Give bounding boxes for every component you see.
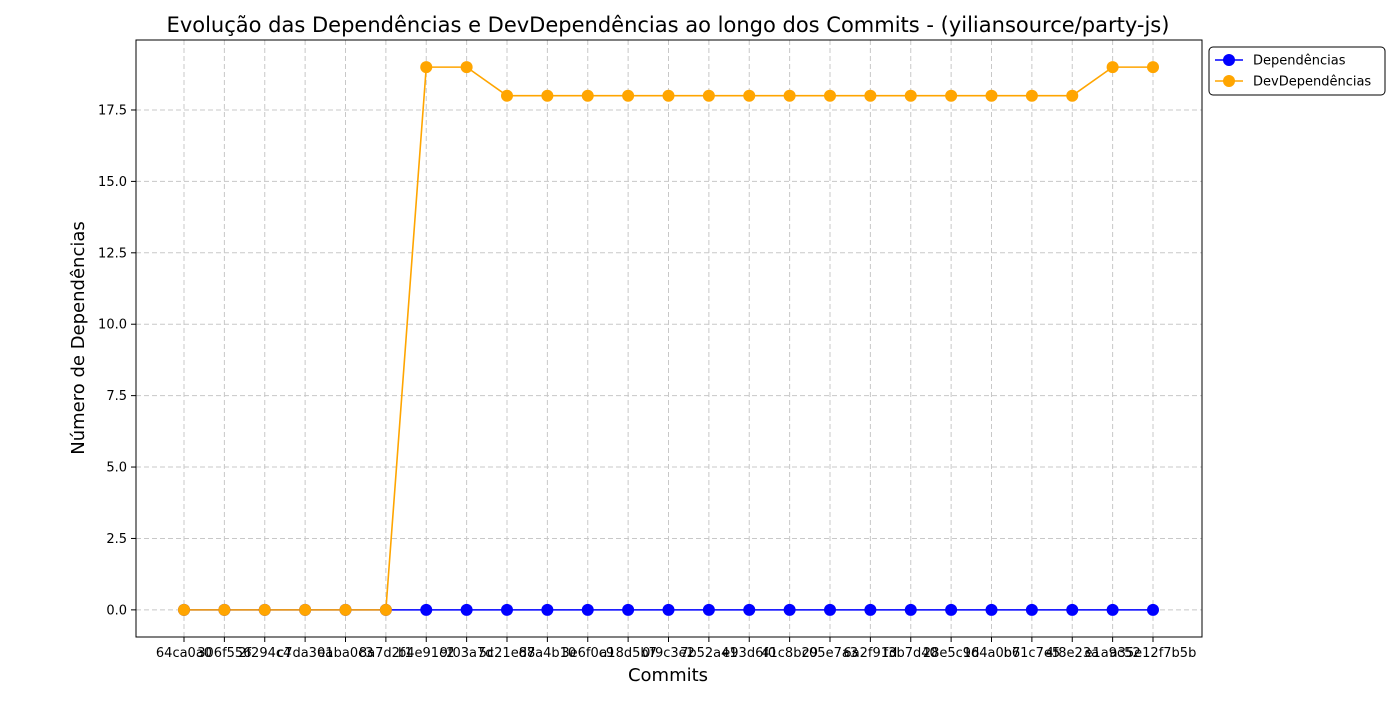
- data-point: [1106, 61, 1119, 74]
- legend: Dependências DevDependências: [1208, 46, 1386, 96]
- x-tick-label: 5c21e88: [479, 646, 536, 661]
- x-tick-label: 2f294c4: [238, 646, 291, 661]
- data-point: [662, 89, 675, 102]
- x-tick-label: 3e6f0c9: [561, 646, 614, 661]
- data-point: [945, 89, 958, 102]
- data-point: [178, 603, 190, 616]
- x-tick-label: 7b52a41: [680, 646, 738, 661]
- y-tick-label: 7.5: [106, 389, 127, 404]
- legend-label: Dependências: [1253, 54, 1346, 69]
- x-tick-label: d7a4b10: [519, 646, 577, 661]
- y-tick-label: 17.5: [98, 103, 127, 118]
- x-tick-label: 64ca0a0: [156, 646, 212, 661]
- data-point: [864, 603, 877, 616]
- x-tick-label: b61c7e5: [1004, 646, 1060, 661]
- y-tick-label: 12.5: [98, 246, 127, 261]
- x-tick-label: f3b7d40: [884, 646, 938, 661]
- data-point: [743, 89, 756, 102]
- data-point: [541, 89, 554, 102]
- x-tick-label: e93d6f0: [722, 646, 776, 661]
- data-point: [904, 89, 917, 102]
- y-tick-label: 2.5: [106, 532, 127, 547]
- data-point: [581, 603, 594, 616]
- x-axis-label: Commits: [628, 665, 708, 686]
- legend-marker: [1223, 75, 1235, 87]
- x-tick-label: 41c8b29: [761, 646, 818, 661]
- data-point: [258, 603, 271, 616]
- x-tick-label: 8a7d2f1: [359, 646, 413, 661]
- legend-box: [1208, 46, 1386, 96]
- x-tick-label: 28e5c16: [923, 646, 980, 661]
- data-point: [743, 603, 756, 616]
- data-point: [1025, 89, 1038, 102]
- x-tick-label: 9f03a7d: [440, 646, 494, 661]
- data-point: [702, 603, 715, 616]
- x-tick-label: a18d5b7: [599, 646, 657, 661]
- legend-marker: [1223, 54, 1235, 66]
- axes: 0.0 2.5 5.0 7.5 10.0 12.5 15.0 17.5 64ca0a0306f5…: [98, 39, 1203, 661]
- x-tick-label: a35e12f7b5b: [1110, 646, 1197, 661]
- data-point: [783, 89, 796, 102]
- data-point: [783, 603, 796, 616]
- x-tick-label: 9d4a0b7: [963, 646, 1021, 661]
- data-point: [581, 89, 594, 102]
- data-point: [1066, 89, 1079, 102]
- y-tick-label: 10.0: [98, 318, 127, 333]
- data-point: [985, 89, 998, 102]
- x-tick-label: e1ba0c3: [317, 646, 373, 661]
- legend-label: DevDependências: [1253, 75, 1371, 90]
- x-tick-label: 0f9c3e2: [642, 646, 695, 661]
- data-point: [824, 89, 836, 102]
- grid: [136, 40, 1202, 637]
- x-tick-label: e1a9c52: [1085, 646, 1141, 661]
- data-point: [1066, 603, 1079, 616]
- data-point: [420, 603, 433, 616]
- data-point: [1106, 603, 1119, 616]
- x-tick-label: 6a2f91d: [843, 646, 897, 661]
- data-point: [662, 603, 675, 616]
- data-point: [824, 603, 836, 616]
- data-point: [1147, 61, 1159, 74]
- y-tick-label: 15.0: [98, 175, 127, 190]
- data-point: [1147, 603, 1159, 616]
- y-axis-label: Número de Dependências: [68, 221, 89, 455]
- y-tick-label: 5.0: [106, 461, 127, 476]
- series: [178, 61, 1159, 616]
- data-point: [299, 603, 312, 616]
- data-point: [864, 89, 877, 102]
- data-point: [945, 603, 958, 616]
- data-point: [622, 603, 635, 616]
- data-point: [904, 603, 917, 616]
- data-point: [379, 603, 392, 616]
- x-tick-label: 306f556: [197, 646, 251, 661]
- x-tick-label: c05e7a3: [802, 646, 858, 661]
- chart-title: Evolução das Dependências e DevDependênc…: [167, 13, 1170, 37]
- data-point: [1025, 603, 1038, 616]
- data-point: [218, 603, 231, 616]
- data-point: [501, 89, 513, 102]
- x-tick-label: c7da30a: [277, 646, 333, 661]
- x-tick-label: 4f8e23a: [1045, 646, 1099, 661]
- y-tick-label: 0.0: [106, 603, 127, 618]
- data-point: [622, 89, 635, 102]
- data-point: [702, 89, 715, 102]
- data-point: [420, 61, 433, 74]
- data-point: [460, 603, 473, 616]
- x-tick-label: b4e91c2: [398, 646, 454, 661]
- data-point: [460, 61, 473, 74]
- data-point: [541, 603, 554, 616]
- data-point: [501, 603, 513, 616]
- data-point: [339, 603, 352, 616]
- data-point: [985, 603, 998, 616]
